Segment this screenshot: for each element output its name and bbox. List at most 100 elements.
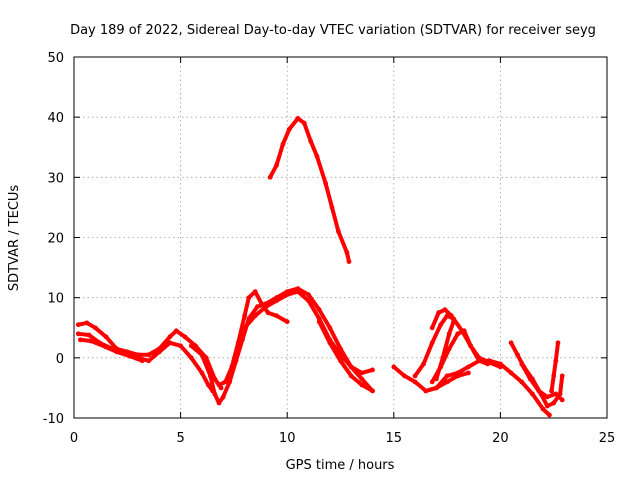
data-point [544, 403, 550, 409]
data-point [519, 379, 525, 385]
data-point [547, 412, 552, 418]
data-point [216, 400, 222, 406]
data-point [412, 373, 418, 379]
axes: 0 5 10 15 20 25 -10 0 10 20 30 40 50 [43, 51, 616, 446]
data-point [280, 141, 286, 147]
data-point [88, 338, 94, 344]
x-axis-label: GPS time / hours [286, 458, 395, 473]
data-point [429, 340, 435, 346]
data-point [370, 388, 375, 394]
data-point [455, 373, 461, 379]
data-point [498, 364, 503, 370]
data-point [508, 370, 514, 376]
data-point [139, 358, 145, 364]
data-point [227, 379, 233, 385]
data-point [346, 259, 352, 264]
data-point [265, 310, 271, 316]
data-point [199, 352, 205, 358]
data-point [446, 331, 452, 337]
data-point [178, 343, 184, 349]
y-tick-label: 20 [47, 232, 64, 247]
data-point [316, 319, 322, 325]
data-point [421, 361, 426, 367]
data-point [515, 352, 520, 358]
data-point [476, 358, 482, 364]
data-point [263, 304, 269, 310]
data-point [455, 331, 461, 337]
data-point [359, 370, 365, 376]
data-point [429, 379, 435, 385]
chart-title: Day 189 of 2022, Sidereal Day-to-day VTE… [70, 23, 596, 38]
x-tick-label: 5 [176, 431, 184, 446]
data-point [434, 385, 439, 391]
data-point [182, 334, 188, 340]
data-point [242, 325, 248, 331]
data-point [549, 388, 554, 394]
data-point [255, 304, 260, 310]
data-point [370, 367, 375, 373]
y-axis-label: SDTVAR / TECUs [7, 185, 22, 292]
data-point [274, 162, 279, 168]
data-point [551, 400, 557, 406]
data-point [436, 310, 441, 316]
x-tick-label: 10 [279, 431, 296, 446]
data-point [412, 379, 418, 385]
data-point [252, 289, 258, 294]
data-point [544, 394, 550, 400]
y-tick-label: 10 [47, 292, 64, 307]
data-point [466, 370, 471, 376]
data-point [284, 319, 290, 325]
data-point [205, 382, 211, 388]
y-tick-label: 0 [56, 352, 64, 367]
data-point [216, 382, 222, 388]
data-point [444, 379, 450, 385]
data-point [530, 391, 535, 397]
data-point [519, 361, 525, 367]
data-point [442, 307, 448, 313]
data-point [274, 313, 279, 319]
data-point [461, 328, 467, 334]
data-point [559, 373, 565, 379]
series-trace-17 [549, 340, 560, 393]
data-point [527, 376, 533, 382]
data-point [252, 313, 258, 319]
data-point [444, 373, 450, 379]
data-point [203, 361, 209, 367]
data-point [359, 376, 365, 382]
data-point [438, 322, 444, 328]
data-point [336, 229, 341, 234]
data-point [284, 292, 290, 298]
data-point [338, 358, 343, 364]
data-point [327, 325, 333, 331]
data-point [103, 344, 109, 350]
data-point [434, 376, 439, 382]
series-trace-14 [430, 307, 454, 330]
data-point [316, 307, 322, 313]
series-group [75, 116, 565, 418]
data-point [551, 373, 557, 379]
data-point [188, 355, 194, 361]
data-point [286, 126, 292, 132]
y-tick-label: 40 [47, 111, 64, 126]
data-point [348, 373, 354, 379]
data-point [84, 320, 90, 326]
y-tick-label: 50 [47, 51, 64, 66]
x-tick-label: 0 [70, 431, 78, 446]
x-tick-label: 15 [386, 431, 403, 446]
data-point [553, 358, 559, 364]
data-point [449, 313, 454, 319]
data-point [485, 361, 490, 367]
data-point [212, 391, 218, 397]
x-tick-label: 25 [599, 431, 616, 446]
y-tick-label: 30 [47, 171, 64, 186]
data-point [103, 334, 109, 340]
data-point [75, 322, 81, 328]
data-point [327, 340, 333, 346]
data-point [167, 334, 173, 340]
data-point [235, 340, 241, 346]
data-point [274, 298, 279, 304]
data-point [314, 153, 320, 159]
data-point [402, 373, 407, 379]
data-point [468, 343, 473, 349]
